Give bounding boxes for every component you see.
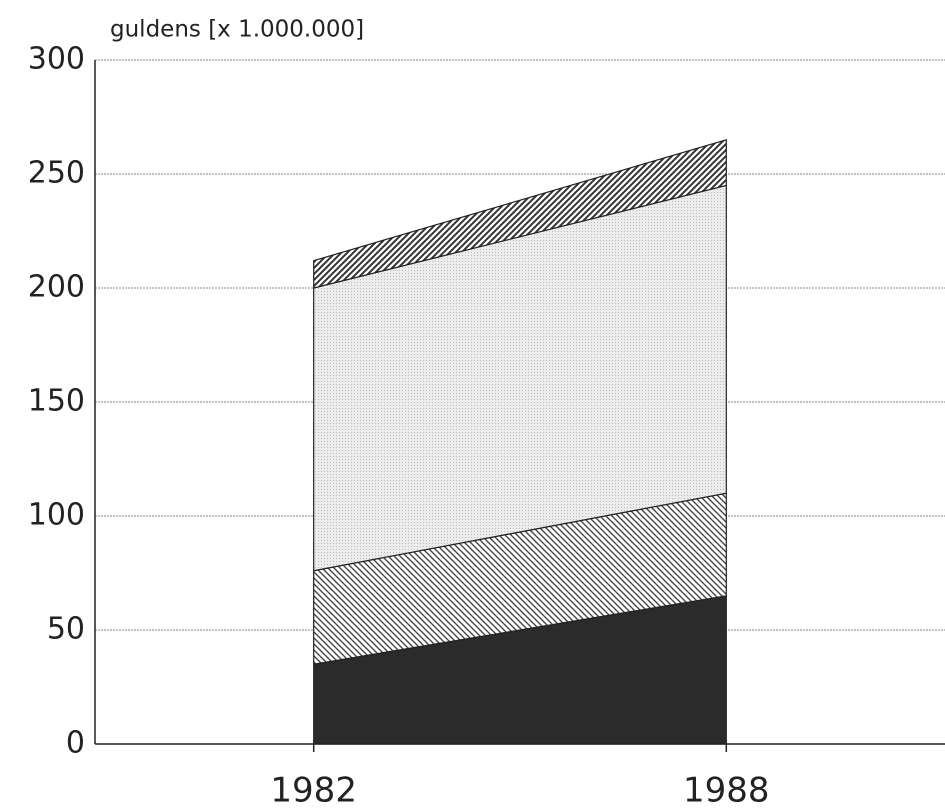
y-tick-label: 0 [66,726,85,761]
y-axis-label: guldens [x 1.000.000] [110,17,364,43]
y-tick-label: 300 [28,42,85,77]
y-tick-label: 100 [28,498,85,533]
y-tick-label: 50 [47,612,85,647]
y-tick-label: 250 [28,156,85,191]
y-tick-label: 150 [28,384,85,419]
x-tick-label: 1988 [683,771,770,811]
x-tick-label: 1982 [270,771,357,811]
area [313,138,727,289]
y-tick-label: 200 [28,270,85,305]
